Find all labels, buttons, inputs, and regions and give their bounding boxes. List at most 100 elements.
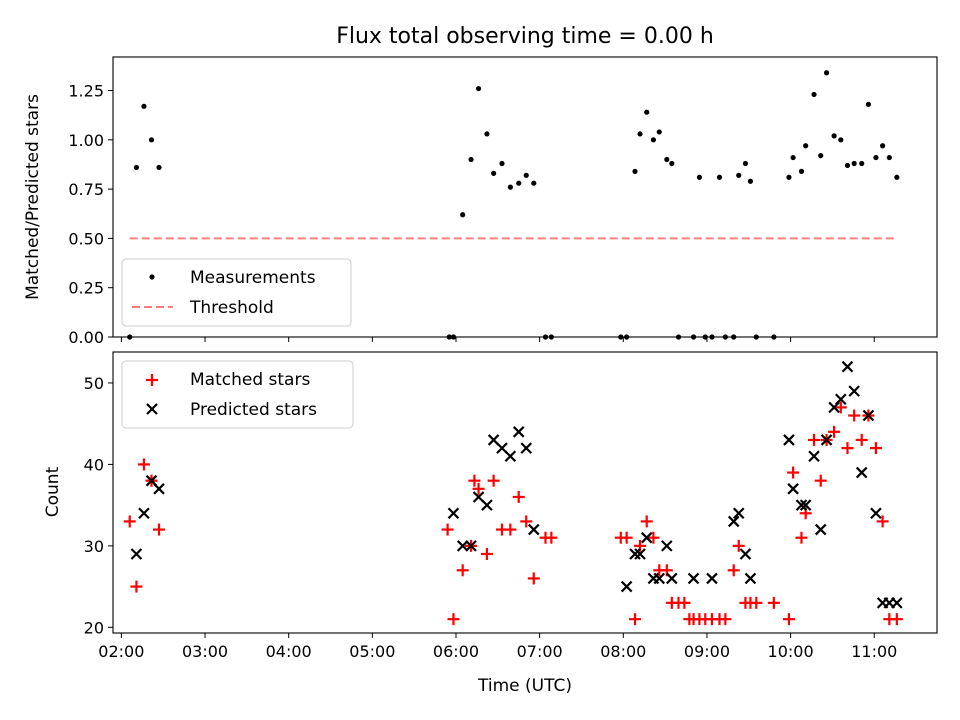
measurements-point: [516, 180, 522, 186]
predicted-stars-point: [447, 507, 460, 520]
predicted-stars-point: [653, 572, 666, 585]
measurements-point: [859, 160, 865, 167]
matched-stars-point: [472, 482, 485, 495]
top-y-tick-label: 0.50: [68, 229, 104, 248]
measurements-point: [446, 334, 452, 340]
top-y-tick-label: 0.75: [68, 180, 104, 199]
matched-stars-point: [123, 515, 136, 528]
measurements-point: [894, 174, 900, 180]
measurements-point: [753, 334, 759, 340]
measurements-point: [709, 334, 715, 340]
measurements-point: [523, 172, 529, 178]
predicted-stars-point: [744, 572, 757, 585]
bottom-x-tick-label: 08:00: [600, 642, 646, 661]
legend-matched-stars-marker: [146, 374, 158, 386]
predicted-stars-point: [787, 483, 799, 495]
predicted-stars-point: [855, 466, 868, 479]
bottom-y-tick-label: 50: [84, 374, 104, 393]
measurements-point: [702, 334, 708, 340]
predicted-stars-point: [138, 507, 150, 520]
top-y-tick-label: 1.00: [68, 131, 104, 150]
bottom-x-ticks: 02:00 03:00 04:00 05:00 06:00 07:00 08:00 09:00…: [98, 633, 897, 661]
matched-stars-point: [808, 433, 821, 446]
matched-stars-point: [876, 515, 889, 528]
matched-stars-point: [456, 564, 469, 577]
measurements-point: [548, 334, 554, 340]
predicted-stars-point: [456, 540, 469, 552]
measurements-point: [624, 334, 630, 340]
measurements-point: [156, 164, 162, 171]
matched-stars-point: [782, 613, 795, 626]
matched-stars-point: [137, 458, 150, 471]
matched-stars-point: [647, 531, 660, 544]
bottom-x-tick-label: 03:00: [182, 642, 228, 661]
bottom-x-tick-label: 06:00: [433, 642, 479, 661]
matched-stars-point: [487, 474, 500, 487]
matched-stars-point: [130, 580, 143, 593]
matched-stars-point: [841, 442, 854, 455]
bottom-x-tick-label: 05:00: [349, 642, 395, 661]
matched-stars-point: [640, 515, 653, 528]
predicted-stars-point: [661, 540, 673, 552]
top-panel: 0.00 0.25 0.50 0.75 1.00 1.25 Matched/Predict…: [23, 56, 938, 347]
predicted-stars-point: [841, 360, 854, 373]
top-series: [127, 70, 900, 340]
measurements-point: [499, 160, 505, 167]
top-y-axis-label: Matched/Predicted stars: [23, 94, 43, 300]
measurements-point: [790, 154, 796, 161]
measurements-point: [771, 334, 777, 340]
figure-title: Flux total observing time = 0.00 h: [336, 24, 714, 49]
predicted-stars-point: [891, 597, 903, 609]
measurements-point: [618, 334, 624, 340]
top-y-tick-label: 1.25: [68, 82, 104, 101]
measurements-point: [865, 101, 872, 107]
measurements-point: [650, 137, 657, 143]
matched-stars-point: [732, 539, 745, 552]
measurements-point: [637, 131, 643, 137]
measurements-point: [880, 143, 886, 149]
bottom-x-tick-label: 02:00: [98, 642, 144, 661]
top-x-ticks: [120, 337, 875, 342]
matched-stars-point: [787, 466, 800, 479]
predicted-stars-point: [870, 507, 882, 520]
predicted-stars-point: [634, 548, 646, 560]
measurements-point: [669, 160, 675, 167]
bottom-x-tick-label: 07:00: [517, 642, 563, 661]
measurements-point: [675, 334, 682, 340]
top-legend-box: [121, 258, 352, 327]
matched-stars-point: [795, 531, 808, 544]
legend-measurements-label: Measurements: [190, 268, 316, 288]
predicted-stars-point: [783, 434, 795, 446]
predicted-stars-point: [706, 572, 718, 585]
x-axis-label: Time (UTC): [477, 676, 572, 696]
predicted-stars-point: [520, 442, 533, 454]
measurements-point: [644, 109, 650, 115]
predicted-stars-point: [465, 540, 477, 552]
measurements-point: [664, 156, 670, 163]
predicted-stars-point: [835, 393, 847, 406]
measurements-point: [468, 156, 474, 163]
matched-stars-point: [629, 613, 642, 626]
matched-stars-point: [447, 613, 460, 626]
measurements-point: [844, 162, 851, 169]
predicted-stars-point: [620, 580, 633, 593]
matched-stars-point: [480, 547, 493, 560]
top-y-tick-label: 0.00: [68, 328, 104, 347]
matched-stars-point: [750, 596, 763, 609]
matched-stars-point: [527, 572, 540, 585]
measurements-point: [798, 168, 805, 174]
predicted-stars-point: [640, 531, 653, 544]
measurements-point: [696, 174, 703, 180]
measurements-point: [803, 143, 809, 149]
measurements-point: [886, 154, 892, 161]
bottom-x-tick-label: 09:00: [684, 642, 730, 661]
predicted-stars-point: [820, 434, 833, 446]
matched-stars-point: [814, 474, 827, 487]
matched-stars-point: [504, 523, 517, 536]
matched-stars-point: [512, 490, 525, 503]
matched-stars-point: [869, 442, 882, 455]
measurements-point: [690, 334, 697, 340]
legend-matched-stars-label: Matched stars: [190, 370, 310, 390]
matched-stars-point: [620, 531, 633, 544]
